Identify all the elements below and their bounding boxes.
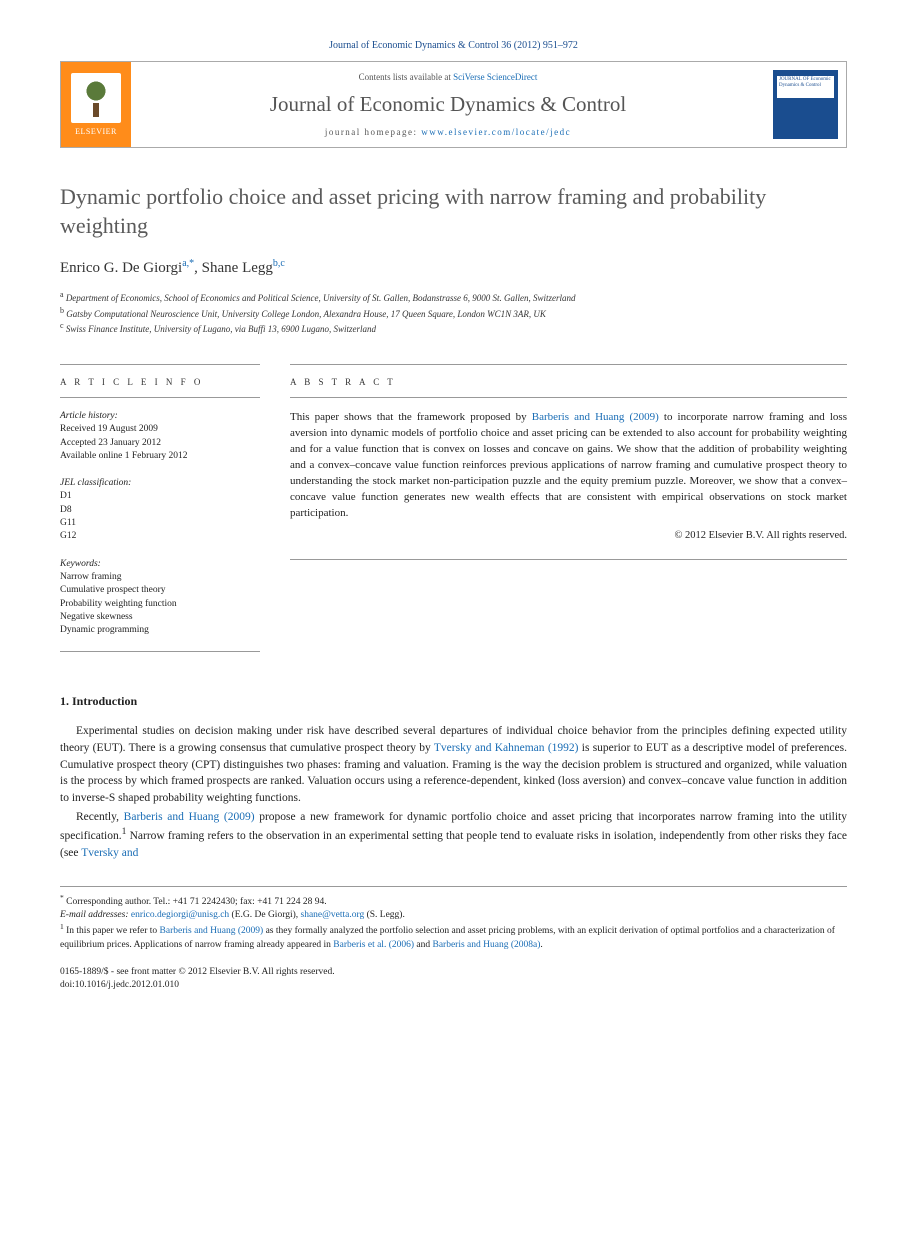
article-info-heading: A R T I C L E I N F O	[60, 377, 260, 387]
jel-code: G11	[60, 518, 76, 528]
journal-reference: Journal of Economic Dynamics & Control 3…	[60, 40, 847, 51]
citation-link[interactable]: Barberis and Huang (2009)	[532, 411, 659, 423]
citation-link[interactable]: Barberis et al. (2006)	[333, 940, 414, 950]
homepage-line: journal homepage: www.elsevier.com/locat…	[151, 127, 745, 137]
jel-code: D8	[60, 505, 72, 515]
article-history: Article history: Received 19 August 2009…	[60, 410, 260, 463]
affiliation-c: Swiss Finance Institute, University of L…	[66, 324, 376, 334]
abstract-part: to incorporate narrow framing and loss a…	[290, 411, 847, 519]
citation-link[interactable]: Barberis and Huang (2009)	[160, 927, 264, 937]
doi-line: doi:10.1016/j.jedc.2012.01.010	[60, 979, 847, 992]
abstract-copyright: © 2012 Elsevier B.V. All rights reserved…	[290, 530, 847, 541]
citation-link[interactable]: Barberis and Huang (2009)	[124, 811, 255, 823]
paragraph-text: Recently,	[76, 811, 124, 823]
email-label: E-mail addresses:	[60, 910, 129, 920]
intro-paragraph-2: Recently, Barberis and Huang (2009) prop…	[60, 809, 847, 862]
citation-link[interactable]: Tversky and Kahneman (1992)	[434, 742, 579, 754]
online-date: Available online 1 February 2012	[60, 451, 188, 461]
author-1-affil-link[interactable]: a,*	[182, 258, 194, 269]
elsevier-text: ELSEVIER	[75, 127, 117, 136]
email-link[interactable]: shane@vetta.org	[301, 910, 365, 920]
abstract-text: This paper shows that the framework prop…	[290, 410, 847, 522]
email-link[interactable]: enrico.degiorgi@unisg.ch	[131, 910, 229, 920]
affiliation-b: Gatsby Computational Neuroscience Unit, …	[66, 309, 546, 319]
keyword: Negative skewness	[60, 612, 133, 622]
keyword: Narrow framing	[60, 572, 121, 582]
keywords-label: Keywords:	[60, 559, 101, 569]
footnote-text: and	[414, 940, 432, 950]
affiliation-a: Department of Economics, School of Econo…	[66, 293, 576, 303]
header-center: Contents lists available at SciVerse Sci…	[131, 62, 765, 147]
homepage-prefix: journal homepage:	[325, 127, 421, 137]
elsevier-tree-icon	[71, 73, 121, 123]
corresponding-author-note: * Corresponding author. Tel.: +41 71 224…	[60, 893, 847, 909]
footnote-text: Corresponding author. Tel.: +41 71 22424…	[66, 897, 327, 907]
abstract-heading: A B S T R A C T	[290, 377, 847, 387]
author-2-affil-link[interactable]: b,c	[273, 258, 285, 269]
author-1: Enrico G. De Giorgi	[60, 260, 182, 276]
citation-link[interactable]: Tversky and	[81, 847, 138, 859]
scidirect-link[interactable]: SciVerse ScienceDirect	[453, 72, 537, 82]
article-info-column: A R T I C L E I N F O Article history: R…	[60, 356, 260, 664]
intro-paragraph-1: Experimental studies on decision making …	[60, 723, 847, 806]
footer-metadata: 0165-1889/$ - see front matter © 2012 El…	[60, 966, 847, 993]
homepage-link[interactable]: www.elsevier.com/locate/jedc	[421, 127, 571, 137]
article-title: Dynamic portfolio choice and asset prici…	[60, 183, 847, 240]
footnote-1: 1 In this paper we refer to Barberis and…	[60, 922, 847, 952]
contents-prefix: Contents lists available at	[359, 72, 453, 82]
elsevier-logo: ELSEVIER	[61, 62, 131, 147]
journal-cover-thumbnail: JOURNAL OF Economic Dynamics & Control	[773, 70, 838, 139]
contents-available: Contents lists available at SciVerse Sci…	[151, 72, 745, 82]
keyword: Probability weighting function	[60, 599, 177, 609]
email-addresses: E-mail addresses: enrico.degiorgi@unisg.…	[60, 909, 847, 922]
affiliations: a Department of Economics, School of Eco…	[60, 289, 847, 336]
keywords: Keywords: Narrow framing Cumulative pros…	[60, 558, 260, 638]
abstract-part: This paper shows that the framework prop…	[290, 411, 532, 423]
email-attribution: (E.G. De Giorgi),	[229, 910, 300, 920]
abstract-column: A B S T R A C T This paper shows that th…	[290, 356, 847, 664]
authors: Enrico G. De Giorgia,*, Shane Leggb,c	[60, 258, 847, 277]
jel-label: JEL classification:	[60, 478, 131, 488]
front-matter-line: 0165-1889/$ - see front matter © 2012 El…	[60, 966, 847, 979]
journal-title: Journal of Economic Dynamics & Control	[151, 92, 745, 117]
keyword: Cumulative prospect theory	[60, 585, 166, 595]
footnote-text: .	[540, 940, 542, 950]
jel-code: G12	[60, 531, 76, 541]
email-attribution: (S. Legg).	[364, 910, 405, 920]
cover-label: JOURNAL OF Economic Dynamics & Control	[779, 77, 838, 88]
keyword: Dynamic programming	[60, 625, 149, 635]
jel-classification: JEL classification: D1 D8 G11 G12	[60, 477, 260, 543]
received-date: Received 19 August 2009	[60, 424, 158, 434]
footnotes: * Corresponding author. Tel.: +41 71 224…	[60, 886, 847, 953]
accepted-date: Accepted 23 January 2012	[60, 438, 161, 448]
citation-link[interactable]: Barberis and Huang (2008a)	[433, 940, 541, 950]
jel-code: D1	[60, 491, 72, 501]
history-label: Article history:	[60, 411, 118, 421]
footnote-text: In this paper we refer to	[66, 927, 159, 937]
paragraph-text: Narrow framing refers to the observation…	[60, 830, 847, 859]
author-2: Shane Legg	[202, 260, 273, 276]
journal-header: ELSEVIER Contents lists available at Sci…	[60, 61, 847, 148]
section-1-heading: 1. Introduction	[60, 694, 847, 709]
